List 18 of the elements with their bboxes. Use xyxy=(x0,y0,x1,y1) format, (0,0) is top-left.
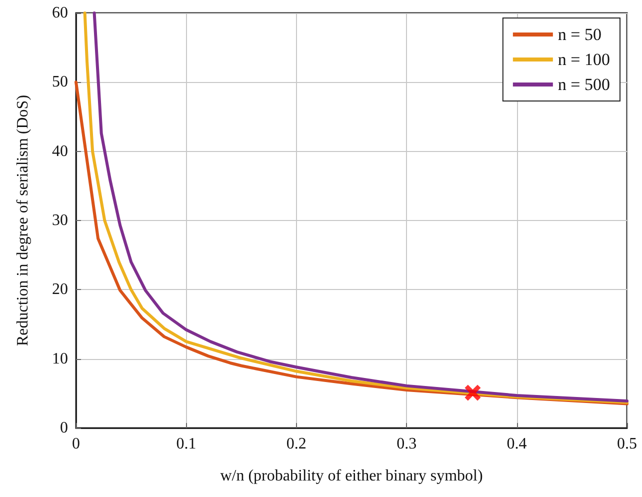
y-axis-title: Reduction in degree of serialism (DoS) xyxy=(14,94,32,346)
y-tick-label: 0 xyxy=(60,420,68,436)
y-tick-label: 30 xyxy=(52,212,68,229)
y-tick-label: 50 xyxy=(52,74,68,91)
x-axis-title: w/n (probability of either binary symbol) xyxy=(220,468,483,484)
x-tick-label: 0.1 xyxy=(176,436,196,452)
y-tick-label: 10 xyxy=(52,350,68,368)
x-tick-label: 0.4 xyxy=(506,436,527,452)
x-tick-label: 0 xyxy=(72,436,80,452)
legend-label: n = 500 xyxy=(558,75,610,94)
x-tick-label: 0.5 xyxy=(617,436,637,452)
legend-label: n = 50 xyxy=(558,25,602,44)
y-tick-label: 60 xyxy=(52,4,68,22)
y-tick-label: 20 xyxy=(52,281,68,298)
x-tick-label: 0.3 xyxy=(396,436,417,452)
legend-label: n = 100 xyxy=(558,50,610,69)
x-tick-label: 0.2 xyxy=(286,436,306,452)
y-tick-label: 40 xyxy=(52,142,68,160)
